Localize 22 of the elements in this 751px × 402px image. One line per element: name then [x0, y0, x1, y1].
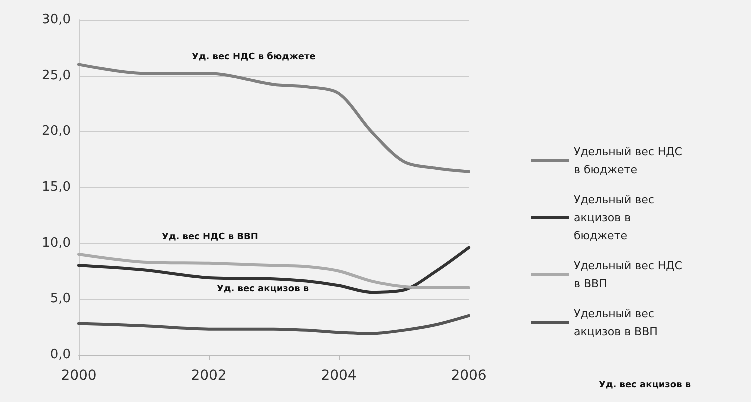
line-series	[78, 314, 470, 336]
y-tick-label: 10,0	[42, 236, 71, 251]
text: Уд. вес акцизов в	[599, 380, 692, 390]
line-series	[78, 63, 470, 174]
x-tick-label: 2004	[321, 368, 357, 384]
legend-label: Удельный вес акцизов в ВВП	[574, 308, 658, 338]
x-tick-label: 2006	[451, 368, 487, 384]
y-tick-label: 20,0	[42, 124, 71, 140]
x-tick-label: 2000	[61, 368, 97, 384]
line-series	[78, 246, 470, 294]
annotation: Уд. вес НДС в бюджете	[192, 52, 316, 62]
y-tick-label: 25,0	[42, 68, 71, 84]
legend-label: Удельный вес НДС в ВВП	[574, 260, 686, 290]
legend-label: Удельный вес акцизов в бюджете	[574, 194, 658, 242]
x-tick-label: 2002	[191, 368, 227, 384]
annotation: Уд. вес акцизов в	[217, 284, 310, 294]
y-tick-label: 30,0	[42, 12, 71, 28]
y-tick-label: 5,0	[50, 292, 71, 307]
legend-label: Удельный вес НДС в бюджете	[574, 146, 686, 176]
y-tick-label: 15,0	[42, 180, 71, 195]
y-tick-label: 0,0	[50, 348, 71, 362]
annotation: Уд. вес НДС в ВВП	[162, 232, 258, 242]
